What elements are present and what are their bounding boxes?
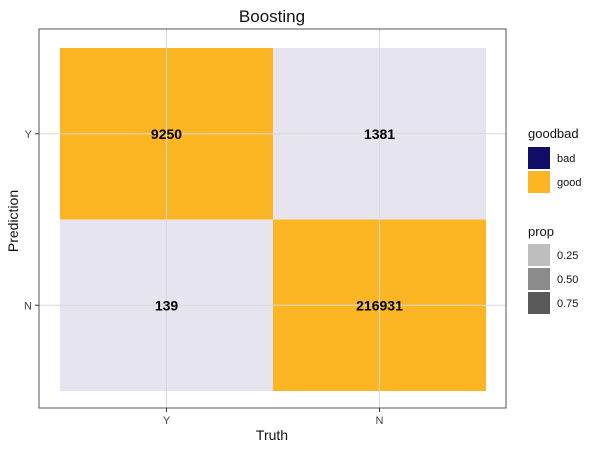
cell-value-label: 1381 — [364, 126, 395, 142]
legend-prop-label-0.25: 0.25 — [557, 250, 578, 262]
legend-goodbad-title: goodbad — [528, 126, 579, 141]
legend-prop-title: prop — [528, 224, 554, 239]
legend-prop-key-0.50 — [528, 268, 550, 290]
x-axis-title: Truth — [256, 427, 288, 443]
legend-goodbad-key-bad — [528, 147, 550, 169]
panel-border — [38, 28, 507, 409]
cell-value-label: 139 — [155, 297, 179, 313]
x-tick-label-N: N — [376, 415, 384, 427]
legend-prop-label-0.75: 0.75 — [557, 298, 578, 310]
y-axis-title: Prediction — [5, 190, 21, 252]
cell-value-label: 9250 — [151, 126, 182, 142]
legend-prop: prop 0.25 0.50 0.75 — [528, 224, 578, 314]
legend-goodbad-key-good — [528, 171, 550, 193]
plot-panel: 9250 1381 139 216931 Y N Y N — [24, 28, 507, 427]
y-tick-label-Y: Y — [25, 129, 33, 141]
chart-title: Boosting — [239, 7, 305, 26]
cell-value-label: 216931 — [356, 297, 403, 313]
y-tick-label-N: N — [24, 300, 32, 312]
legend-goodbad-label-good: good — [557, 177, 581, 189]
legend-goodbad-label-bad: bad — [557, 153, 575, 165]
legend-prop-key-0.75 — [528, 292, 550, 314]
legend-prop-key-0.25 — [528, 244, 550, 266]
legend-prop-label-0.50: 0.50 — [557, 274, 578, 286]
legend-goodbad: goodbad bad good — [528, 126, 581, 193]
x-tick-label-Y: Y — [163, 415, 171, 427]
